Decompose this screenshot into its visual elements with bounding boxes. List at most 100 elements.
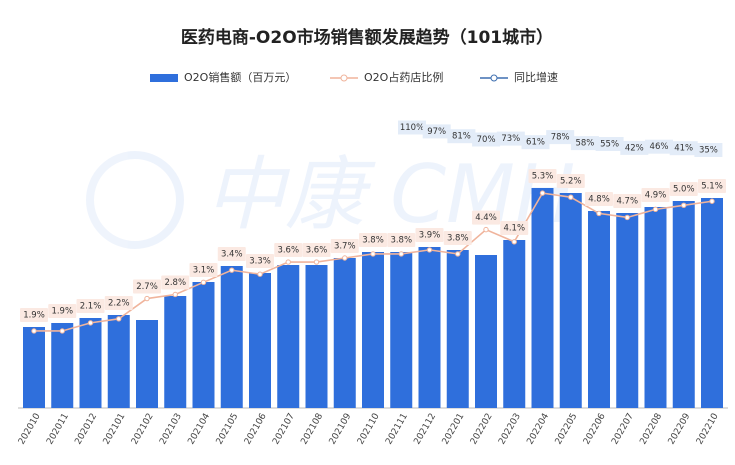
bar [192, 282, 215, 408]
x-tick-label: 202110 [356, 412, 382, 447]
bar [277, 265, 300, 408]
value-label-box [415, 228, 444, 242]
legend-swatch [490, 74, 498, 82]
ratio-point [229, 267, 235, 273]
growth-label-box [570, 136, 599, 151]
ratio-point [313, 259, 320, 265]
value-label: 3.8% [362, 236, 384, 246]
x-tick-label: 202203 [497, 412, 523, 447]
value-label-box [641, 188, 670, 202]
legend-label: 同比增速 [514, 70, 558, 84]
growth-label: 61% [526, 138, 545, 148]
value-label-box [104, 296, 133, 310]
ratio-point [652, 206, 659, 213]
x-tick-label: 202108 [299, 412, 325, 447]
bar [51, 323, 74, 408]
ratio-point [596, 210, 602, 217]
ratio-point [144, 295, 150, 302]
value-label-box [189, 263, 218, 277]
x-tick-label: 202101 [102, 412, 128, 447]
bar [305, 265, 328, 408]
value-label-box [359, 233, 387, 247]
value-label-box [528, 169, 557, 183]
ratio-point [624, 214, 630, 221]
value-label: 1.9% [23, 311, 45, 321]
value-label-box [698, 179, 726, 193]
x-tick-label: 202012 [73, 412, 99, 447]
growth-label-box [694, 143, 723, 157]
value-label-box [48, 304, 77, 318]
growth-label-box [546, 130, 575, 145]
bar [333, 258, 356, 408]
value-label-box [472, 210, 500, 225]
bar [164, 296, 187, 408]
ratio-point [342, 255, 348, 261]
bar [559, 193, 582, 408]
x-tick-label: 202011 [45, 412, 71, 447]
x-tick-label: 202208 [638, 412, 664, 447]
ratio-point [455, 251, 461, 257]
value-label: 3.6% [306, 246, 328, 256]
bar [107, 315, 130, 408]
ratio-point [511, 239, 517, 245]
value-label: 3.8% [447, 234, 469, 244]
bar [79, 318, 102, 408]
legend-label: O2O占药店比例 [364, 70, 443, 84]
growth-label-box [422, 124, 451, 139]
value-label: 3.8% [390, 236, 412, 246]
growth-label-box [645, 139, 673, 154]
value-label: 5.1% [701, 182, 723, 192]
ratio-point [709, 198, 715, 204]
x-tick-label: 202111 [384, 412, 410, 447]
bar [390, 252, 413, 408]
value-label-box [20, 308, 48, 322]
value-label: 2.8% [164, 278, 186, 288]
ratio-point [483, 226, 489, 233]
ratio-point [539, 190, 546, 196]
ratio-point [87, 320, 94, 326]
value-label-box [613, 194, 642, 208]
growth-label: 41% [674, 144, 693, 154]
ratio-point [59, 328, 65, 334]
bar [644, 207, 667, 408]
legend-swatch [150, 74, 178, 82]
bar [475, 255, 497, 408]
chart-title: 医药电商-O2O市场销售额发展趋势（101城市） [181, 27, 553, 48]
value-label-box [387, 233, 416, 247]
value-label: 3.4% [221, 250, 243, 260]
x-tick-label: 202205 [554, 412, 580, 447]
value-label: 1.9% [51, 307, 73, 317]
growth-label-box [447, 129, 476, 144]
bar [362, 252, 384, 408]
x-tick-label: 202207 [610, 412, 636, 447]
value-label-box [274, 243, 303, 258]
growth-label-box [521, 135, 550, 150]
bar [672, 201, 695, 408]
value-label-box [161, 275, 190, 290]
value-label-box [669, 182, 698, 196]
ratio-point [568, 194, 574, 200]
value-label: 4.4% [475, 213, 497, 223]
value-label-box [585, 192, 613, 206]
x-tick-label: 202107 [271, 412, 297, 447]
bar [588, 211, 610, 408]
x-tick-label: 202102 [130, 412, 156, 447]
growth-label-box [595, 137, 624, 151]
value-label-box [556, 174, 585, 188]
ratio-point [285, 259, 291, 265]
x-tick-label: 202210 [695, 412, 721, 447]
value-label: 3.9% [419, 231, 441, 241]
value-label-box [302, 243, 331, 258]
value-label: 5.3% [532, 172, 554, 182]
legend-swatch [340, 74, 348, 82]
value-label: 3.1% [193, 266, 215, 276]
growth-label: 97% [427, 127, 446, 137]
x-tick-label: 202201 [441, 412, 467, 447]
ratio-point [200, 279, 207, 286]
x-tick-label: 202010 [17, 412, 43, 447]
value-label-box [246, 254, 274, 268]
bar [23, 327, 45, 408]
bar [220, 266, 243, 408]
value-label: 4.1% [503, 224, 525, 234]
